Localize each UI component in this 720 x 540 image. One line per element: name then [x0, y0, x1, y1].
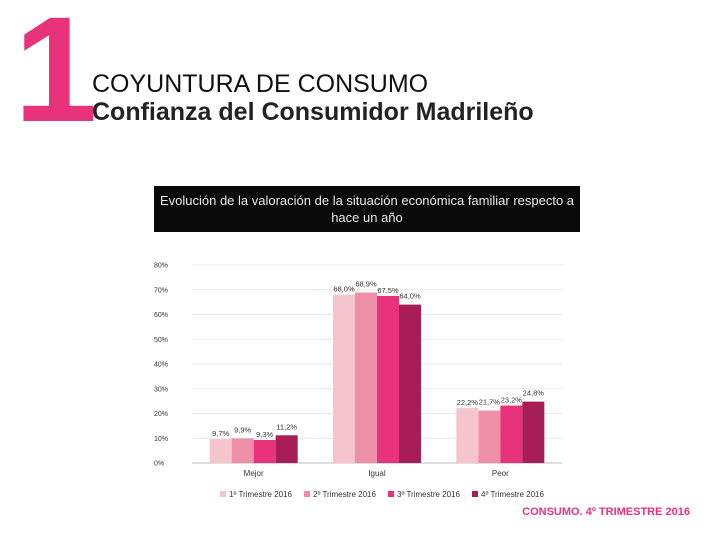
bar [456, 408, 479, 463]
bar [478, 410, 501, 463]
y-tick-label: 80% [154, 263, 168, 270]
legend-swatch [304, 491, 310, 497]
y-tick-label: 40% [154, 362, 168, 369]
legend-swatch [472, 491, 478, 497]
legend-entry: 4º Trimestre 2016 [481, 490, 545, 499]
y-tick-label: 30% [154, 386, 168, 393]
y-tick-label: 70% [154, 287, 168, 294]
data-label: 22,2% [457, 398, 479, 407]
footer-label: CONSUMO. 4º TRIMESTRE 2016 [522, 506, 690, 518]
x-tick-label: Mejor [244, 469, 264, 478]
bar [253, 439, 276, 463]
bar [333, 294, 355, 463]
bar [377, 295, 399, 463]
data-label: 64,0% [399, 292, 421, 301]
y-tick-label: 10% [154, 436, 168, 443]
bar [399, 304, 421, 463]
legend-swatch [220, 491, 226, 497]
legend-entry: 2º Trimestre 2016 [313, 490, 377, 499]
data-label: 68,0% [333, 285, 355, 294]
bar [231, 438, 254, 463]
data-label: 67,5% [377, 286, 399, 295]
bar-chart: 0% 10% 20% 30% 40% 50% 60% 70% 80% 9,7% 9,9% 9,3%11… [154, 263, 562, 499]
data-label: 23,2% [501, 396, 523, 405]
data-label: 68,9% [355, 279, 377, 288]
data-label: 21,7% [479, 398, 501, 407]
bar [522, 401, 545, 463]
legend-entry: 1º Trimestre 2016 [229, 490, 293, 499]
data-label: 9,3% [256, 430, 273, 439]
bar [355, 292, 377, 463]
y-tick-label: 60% [154, 312, 168, 319]
y-tick-label: 0% [154, 461, 164, 468]
data-label: 9,9% [234, 425, 251, 434]
bar [275, 435, 298, 463]
legend-swatch [388, 491, 394, 497]
page-title: COYUNTURA DE CONSUMO [92, 70, 429, 98]
data-label: 11,2% [276, 422, 297, 431]
bar [209, 438, 232, 463]
legend-entry: 3º Trimestre 2016 [397, 490, 461, 499]
bar [500, 405, 523, 463]
data-label: 9,7% [212, 429, 229, 438]
y-tick-label: 50% [154, 337, 168, 344]
x-tick-label: Peor [492, 469, 509, 478]
x-tick-label: Igual [368, 469, 386, 478]
chart-title: Evolución de la valoración de la situaci… [154, 186, 580, 232]
section-number: 1 [14, 0, 97, 153]
page-subtitle: Confianza del Consumidor Madrileño [92, 98, 534, 126]
data-label: 24,8% [523, 389, 545, 398]
y-tick-label: 20% [154, 411, 168, 418]
